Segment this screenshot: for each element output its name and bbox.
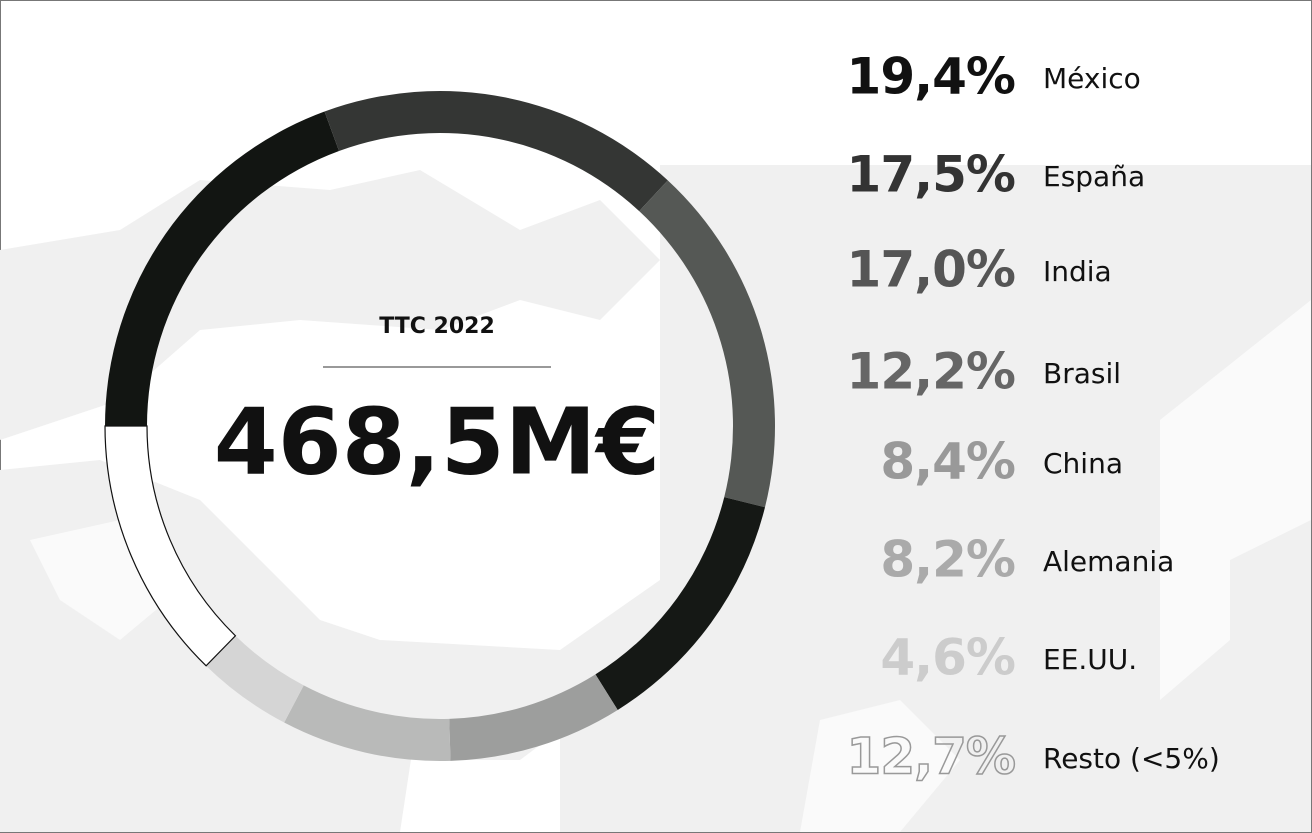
donut-segment (105, 111, 340, 426)
donut-segment (595, 497, 765, 710)
donut-segment (449, 674, 618, 761)
legend-label: Brasil (1043, 357, 1121, 390)
legend-label: EE.UU. (1043, 643, 1137, 676)
donut-segment (284, 685, 451, 762)
value-label: 17,0% (847, 241, 1015, 299)
value-label: 8,4% (880, 433, 1015, 491)
donut-segment (639, 180, 775, 508)
legend-label: China (1043, 447, 1123, 480)
legend-label: Resto (<5%) (1043, 742, 1220, 775)
donut-segment (104, 425, 237, 667)
legend-label: México (1043, 62, 1141, 95)
value-label: 12,7% (847, 728, 1015, 786)
value-label: 19,4% (847, 48, 1015, 106)
center-value: 468,5M€ (214, 388, 661, 495)
legend-label: España (1043, 160, 1145, 193)
map-detail (30, 300, 1311, 832)
value-label: 12,2% (847, 343, 1015, 401)
legend-label: India (1043, 255, 1112, 288)
donut-segment (324, 91, 668, 212)
value-label: 17,5% (847, 146, 1015, 204)
legend-label: Alemania (1043, 545, 1174, 578)
center-title: TTC 2022 (379, 314, 495, 339)
donut-segment (206, 635, 304, 723)
value-label: 4,6% (880, 629, 1015, 687)
value-label: 8,2% (880, 531, 1015, 589)
